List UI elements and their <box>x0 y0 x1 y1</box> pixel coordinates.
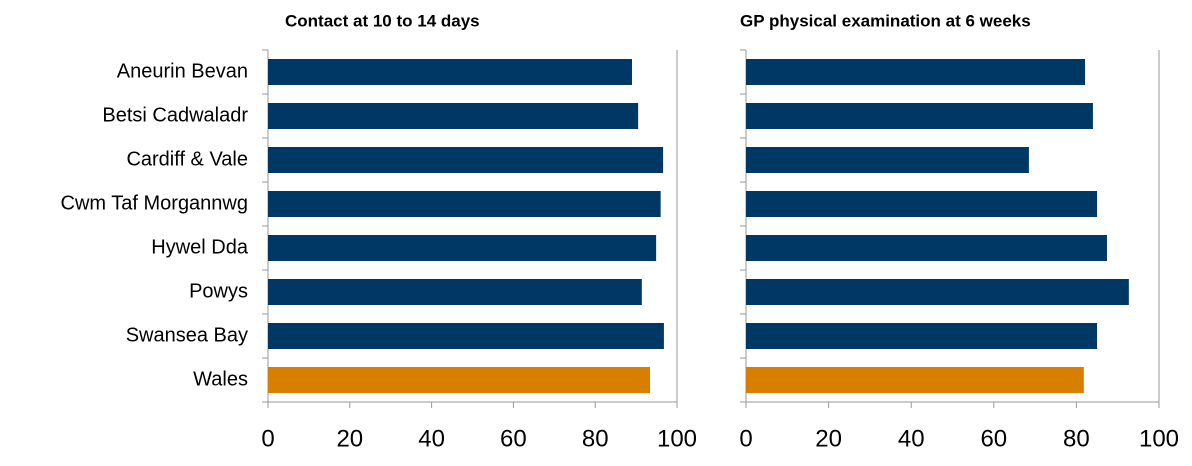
chart-title: Contact at 10 to 14 days <box>285 11 480 30</box>
x-tick-label: 100 <box>657 425 697 452</box>
x-tick-label: 20 <box>336 425 363 452</box>
bar <box>268 147 664 173</box>
bar <box>746 235 1107 261</box>
bar <box>268 103 639 129</box>
x-tick-label: 40 <box>898 425 925 452</box>
x-tick-label: 100 <box>1139 425 1179 452</box>
y-tick-label: Powys <box>189 280 248 302</box>
x-tick-label: 40 <box>418 425 445 452</box>
x-tick-label: 0 <box>739 425 752 452</box>
y-tick-label: Swansea Bay <box>126 324 248 346</box>
bar <box>746 59 1086 85</box>
y-tick-label: Aneurin Bevan <box>117 60 248 82</box>
bar <box>746 147 1029 173</box>
bar <box>268 235 657 261</box>
y-tick-label: Cwm Taf Morgannwg <box>61 192 248 214</box>
bar <box>746 367 1084 393</box>
bar <box>268 191 661 217</box>
y-tick-label: Betsi Cadwaladr <box>102 104 248 126</box>
y-tick-label: Hywel Dda <box>151 236 249 258</box>
bar <box>268 279 642 305</box>
x-tick-label: 60 <box>980 425 1007 452</box>
x-tick-label: 60 <box>500 425 527 452</box>
bar <box>746 103 1093 129</box>
chart-title: GP physical examination at 6 weeks <box>740 11 1031 30</box>
x-tick-label: 80 <box>582 425 609 452</box>
x-tick-label: 20 <box>815 425 842 452</box>
x-tick-label: 0 <box>261 425 274 452</box>
bar <box>746 323 1098 349</box>
y-tick-label: Wales <box>193 368 248 390</box>
y-tick-label: Cardiff & Vale <box>126 148 248 170</box>
bar <box>268 367 651 393</box>
x-tick-label: 80 <box>1063 425 1090 452</box>
bar <box>746 191 1098 217</box>
bar <box>268 323 664 349</box>
bar <box>268 59 633 85</box>
bar <box>746 279 1129 305</box>
